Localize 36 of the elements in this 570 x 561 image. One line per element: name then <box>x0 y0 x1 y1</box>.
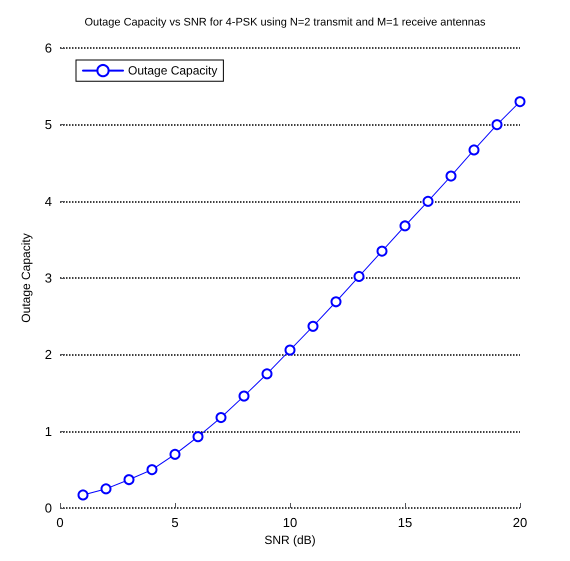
point <box>308 320 318 332</box>
point <box>262 368 272 380</box>
y-tick-label: 0 <box>44 500 52 516</box>
point <box>146 464 158 476</box>
point <box>330 296 342 308</box>
y-tick-label: 6 <box>44 40 52 56</box>
point <box>492 119 502 130</box>
point <box>376 246 388 257</box>
x-tick-label: 15 <box>398 515 412 530</box>
x-tick-label: 0 <box>56 515 64 530</box>
y-tick-label: 3 <box>44 270 52 286</box>
x-tick-label: 20 <box>512 515 528 530</box>
point <box>238 390 250 402</box>
point <box>354 270 364 282</box>
point <box>400 220 410 232</box>
point <box>422 196 434 207</box>
point <box>78 489 88 500</box>
point <box>192 431 204 442</box>
point <box>446 170 456 182</box>
point <box>216 412 226 424</box>
y-axis-title: Outage Capacity <box>19 233 33 323</box>
point <box>468 144 480 156</box>
point <box>514 96 526 108</box>
y-tick-label: 1 <box>44 424 52 439</box>
point <box>284 344 296 356</box>
point <box>100 483 112 494</box>
point <box>170 448 180 460</box>
x-tick-label: 10 <box>282 515 298 530</box>
x-tick-label: 5 <box>171 515 179 530</box>
x-axis-title: SNR (dB) <box>264 532 316 547</box>
y-tick-label: 4 <box>44 194 52 209</box>
point <box>124 474 134 486</box>
chart-title: Outage Capacity vs SNR for 4-PSK using N=2 transmit and M=1 receive antennas <box>84 16 486 28</box>
y-tick-label: 5 <box>44 117 52 132</box>
y-tick-label: 2 <box>44 347 52 362</box>
legend-label: Outage Capacity <box>128 64 218 78</box>
